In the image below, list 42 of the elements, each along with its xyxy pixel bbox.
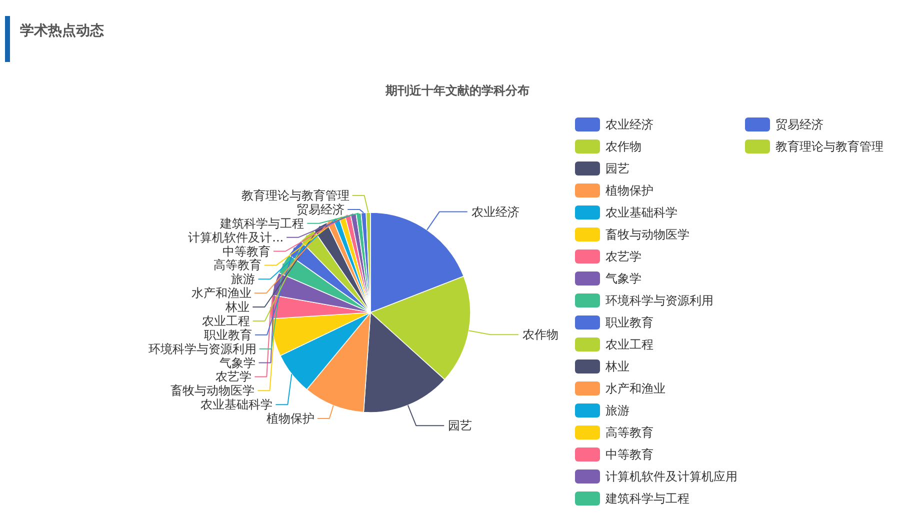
slice-label: 畜牧与动物医学 xyxy=(170,384,255,398)
slice-label: 林业 xyxy=(224,300,250,314)
slice-label: 建筑科学与工程 xyxy=(219,216,304,230)
legend-label: 教育理论与教育管理 xyxy=(776,140,884,154)
text: 计算机软件及计... xyxy=(188,230,284,244)
legend-label: 农业基础科学 xyxy=(606,206,678,220)
legend-label: 农业经济 xyxy=(606,118,654,132)
chart-title: 期刊近十年文献的学科分布 xyxy=(384,84,530,98)
legend-label: 水产和渔业 xyxy=(606,382,666,396)
legend-label: 畜牧与动物医学 xyxy=(606,228,690,242)
legend-label: 农业工程 xyxy=(606,338,654,352)
slice-label: 农业基础科学 xyxy=(200,398,273,412)
slice-label: 旅游 xyxy=(231,272,256,286)
legend-label: 农作物 xyxy=(606,140,642,154)
slice-label: 园艺 xyxy=(448,418,472,433)
slice-label: 水产和渔业 xyxy=(191,286,252,300)
slice-label: 农艺学 xyxy=(216,370,252,384)
legend-label: 农艺学 xyxy=(606,250,642,264)
legend-label: 职业教育 xyxy=(606,316,654,330)
legend-label: 计算机软件及计算机应用 xyxy=(606,470,738,484)
legend-label: 植物保护 xyxy=(606,184,654,198)
legend-label: 中等教育 xyxy=(606,448,654,462)
legend-label: 建筑科学与工程 xyxy=(604,492,690,506)
legend-label: 贸易经济 xyxy=(776,118,824,132)
legend-label: 环境科学与资源利用 xyxy=(606,294,714,308)
slice-label: 植物保护 xyxy=(266,412,314,426)
slice-label: 高等教育 xyxy=(213,258,262,272)
legend-label: 气象学 xyxy=(606,272,642,286)
slice-label: 环境科学与资源利用 xyxy=(148,342,256,356)
legend-label: 林业 xyxy=(604,360,630,374)
slice-label: 中等教育 xyxy=(222,244,270,258)
slice-label: 贸易经济 xyxy=(296,202,345,216)
legend-label: 高等教育 xyxy=(606,426,654,440)
slice-label: 教育理论与教育管理 xyxy=(241,188,350,202)
legend-label: 园艺 xyxy=(606,162,630,176)
slice-label: 农业经济 xyxy=(471,204,520,219)
legend-label: 旅游 xyxy=(606,404,630,418)
slice-label: 农作物 xyxy=(522,328,558,342)
text: 学术热点动态 xyxy=(20,22,104,41)
slice-label: 农业工程 xyxy=(202,314,250,328)
slice-label: 气象学 xyxy=(220,356,256,370)
slice-label: 职业教育 xyxy=(204,328,252,342)
